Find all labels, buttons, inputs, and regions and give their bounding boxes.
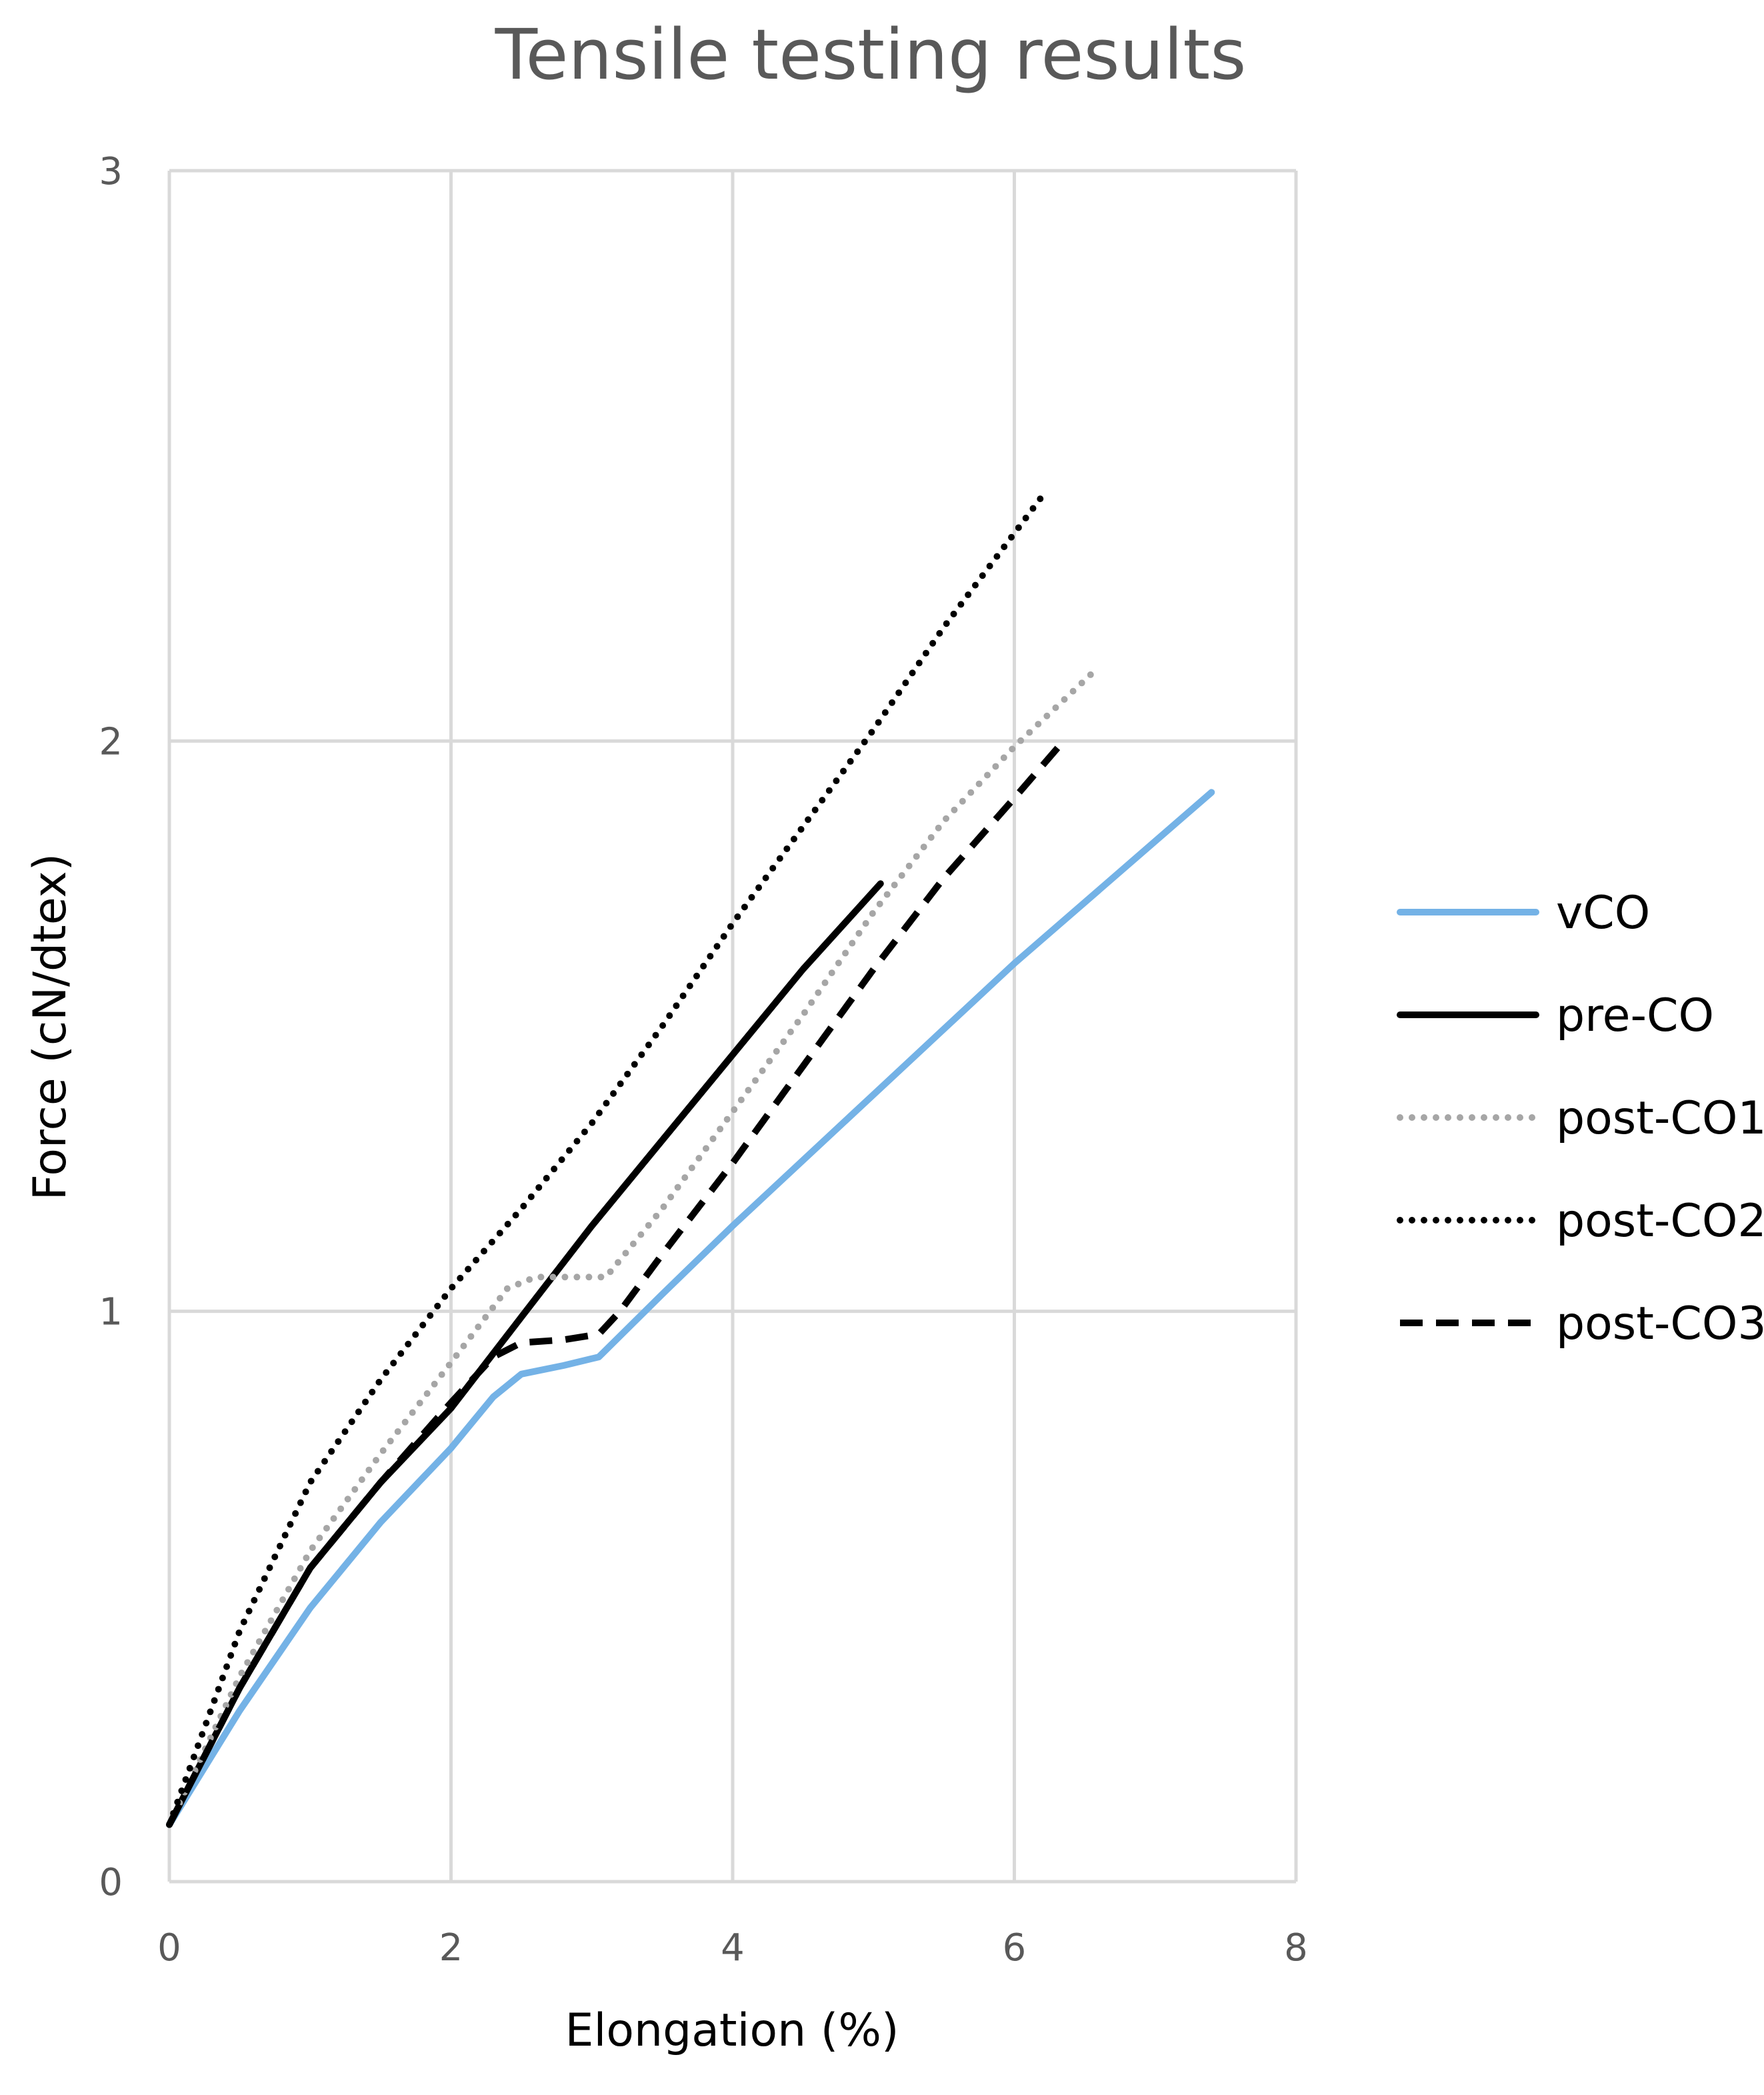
legend-label-post-co2: post-CO2	[1556, 1195, 1764, 1248]
x-axis-label: Elongation (%)	[565, 2004, 899, 2057]
y-tick-label: 0	[99, 1861, 123, 1904]
x-tick-label: 8	[1284, 1926, 1308, 1970]
y-tick-label: 2	[99, 720, 123, 763]
series-line-post-co3	[166, 739, 1067, 1826]
legend-label-post-co3: post-CO3	[1556, 1298, 1764, 1350]
x-tick-label: 4	[721, 1926, 745, 1970]
series-line-pre-co	[166, 880, 884, 1828]
x-tick-label: 2	[439, 1926, 463, 1970]
tick-labels: 0 2 4 6 8 0 1 2 3	[99, 150, 1307, 1970]
legend-label-vco: vCO	[1556, 887, 1650, 939]
x-tick-label: 0	[157, 1926, 181, 1970]
series-lines	[166, 492, 1215, 1828]
y-tick-label: 3	[99, 150, 123, 193]
series-line-post-co1	[166, 663, 1103, 1828]
series-line-vco	[166, 789, 1215, 1828]
legend: vCO pre-CO post-CO1 post-CO2 post-CO3	[1397, 887, 1764, 1350]
x-tick-label: 6	[1003, 1926, 1027, 1970]
legend-label-pre-co: pre-CO	[1556, 989, 1714, 1042]
grid	[167, 169, 1298, 1884]
legend-label-post-co1: post-CO1	[1556, 1092, 1764, 1145]
y-tick-label: 1	[99, 1291, 123, 1334]
chart-title: Tensile testing results	[495, 14, 1247, 95]
y-axis-label: Force (cN/dtex)	[24, 853, 77, 1201]
series-line-post-co2	[166, 492, 1046, 1828]
